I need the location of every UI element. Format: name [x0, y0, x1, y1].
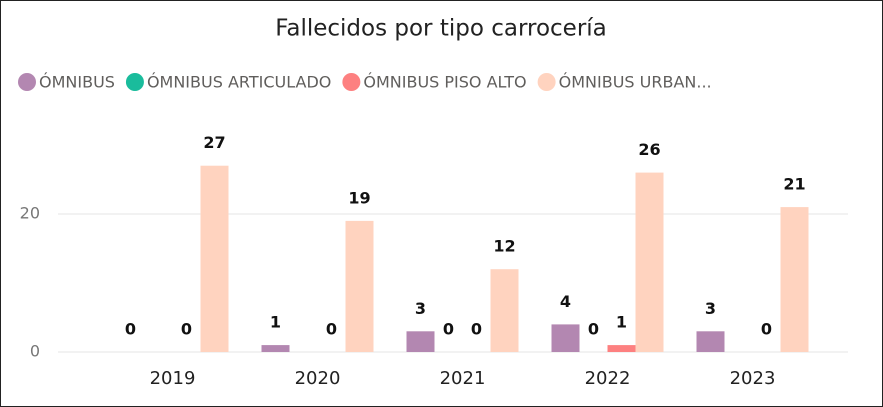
- bar: [406, 331, 435, 352]
- data-label: 4: [560, 292, 571, 311]
- data-label: 19: [348, 188, 370, 207]
- bar: [261, 345, 290, 352]
- y-tick-label: 20: [20, 204, 40, 223]
- data-label: 0: [125, 320, 136, 339]
- bar: [345, 220, 374, 352]
- bar: [696, 331, 725, 352]
- data-label: 1: [616, 313, 627, 332]
- data-label: 0: [443, 320, 454, 339]
- legend-label: ÓMNIBUS URBAN...: [559, 73, 712, 92]
- data-label: 0: [326, 320, 337, 339]
- data-label: 12: [493, 237, 515, 256]
- data-label: 0: [588, 320, 599, 339]
- x-tick-label: 2019: [150, 368, 196, 389]
- data-label: 26: [638, 140, 660, 159]
- chart-title: Fallecidos por tipo carrocería: [275, 16, 607, 42]
- bar: [551, 324, 580, 352]
- data-label: 3: [415, 299, 426, 318]
- x-tick-label: 2022: [585, 368, 631, 389]
- x-tick-label: 2021: [440, 368, 486, 389]
- x-tick-label: 2020: [295, 368, 341, 389]
- legend-label: ÓMNIBUS PISO ALTO: [363, 73, 526, 92]
- y-tick-label: 0: [30, 342, 40, 361]
- data-label: 27: [203, 133, 225, 152]
- data-label: 0: [761, 320, 772, 339]
- data-label: 3: [705, 299, 716, 318]
- data-label: 0: [181, 320, 192, 339]
- data-label: 1: [270, 313, 281, 332]
- legend-marker: [342, 73, 361, 91]
- bar: [200, 165, 229, 352]
- legend-marker: [18, 73, 36, 91]
- bar: [607, 345, 636, 352]
- legend-marker: [537, 73, 556, 91]
- bar: [490, 269, 519, 352]
- legend-marker: [125, 73, 144, 91]
- x-tick-label: 2023: [730, 368, 776, 389]
- bar: [635, 172, 664, 352]
- data-label: 21: [783, 175, 805, 194]
- data-label: 0: [471, 320, 482, 339]
- bar: [780, 207, 809, 352]
- legend-label: ÓMNIBUS ARTICULADO: [147, 73, 331, 92]
- legend-label: ÓMNIBUS: [39, 73, 115, 92]
